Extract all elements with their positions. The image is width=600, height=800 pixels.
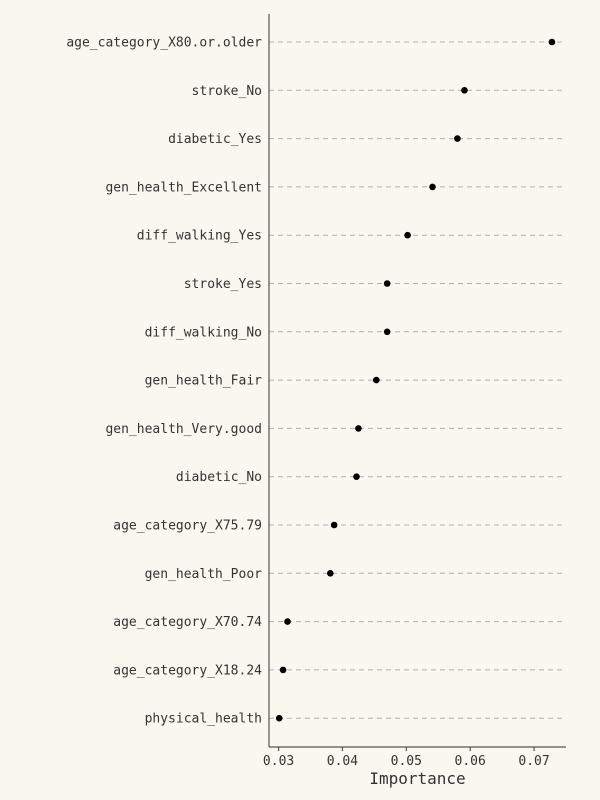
x-tick-label: 0.07 [518, 754, 549, 769]
category-label: diabetic_No [176, 470, 262, 485]
data-point [548, 38, 556, 46]
category-label: age_category_X80.or.older [66, 36, 262, 51]
data-point [355, 425, 362, 432]
category-label: age_category_X75.79 [113, 519, 262, 534]
category-label: physical_health [145, 712, 262, 727]
guide-lines [269, 41, 566, 719]
category-label: stroke_No [192, 84, 262, 99]
data-point [275, 714, 283, 722]
data-point [454, 135, 461, 142]
data-point [279, 666, 287, 674]
category-label: diabetic_Yes [168, 132, 262, 147]
x-tick-label: 0.05 [391, 754, 422, 769]
data-point [373, 376, 380, 384]
data-point [429, 183, 436, 191]
category-label: age_category_X18.24 [113, 663, 262, 678]
x-tick-label: 0.03 [263, 754, 294, 769]
category-label: diff_walking_Yes [137, 229, 262, 244]
category-label: gen_health_Excellent [105, 180, 262, 195]
data-point [404, 231, 411, 239]
category-labels: age_category_X80.or.older stroke_Nodiabet… [66, 36, 262, 727]
x-tick-label: 0.04 [327, 754, 358, 769]
data-point [383, 328, 391, 336]
category-label: gen_health_Poor [145, 567, 263, 582]
x-axis-title: Importance [369, 769, 465, 788]
category-label: stroke_Yes [184, 277, 262, 292]
x-tick-label: 0.06 [455, 754, 486, 769]
category-label: gen_health_Fair [145, 374, 263, 389]
data-point [383, 280, 391, 287]
data-point [330, 521, 338, 529]
data-point [284, 618, 291, 625]
category-label: age_category_X70.74 [113, 615, 262, 630]
category-label: gen_health_Very.good [105, 422, 262, 437]
data-point [353, 473, 360, 481]
x-tick-labels: 0.03 0.04 0.05 0.06 0.07 [263, 754, 550, 769]
data-point [327, 570, 334, 577]
data-point [461, 87, 468, 94]
category-label: diff_walking_No [145, 325, 262, 340]
x-tick-marks [277, 747, 535, 751]
data-points [275, 38, 556, 722]
